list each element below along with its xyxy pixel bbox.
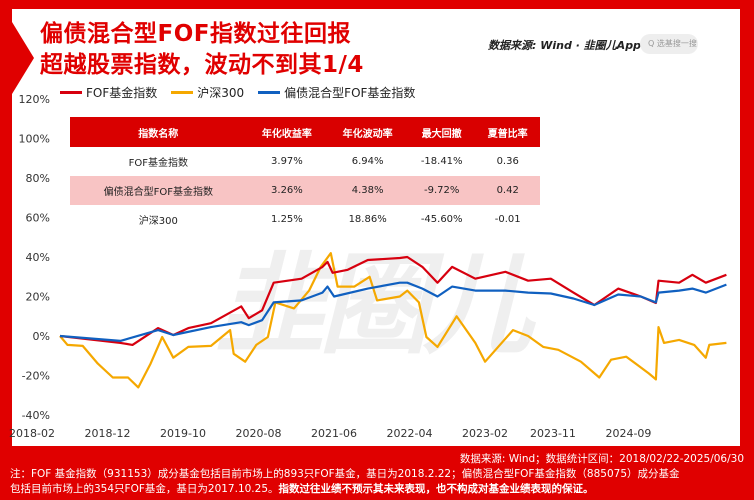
source-brand: 数据来源: Wind · 韭圈儿App — [488, 39, 641, 52]
legend-label: 偏债混合型FOF基金指数 — [284, 86, 416, 100]
page-title-line1: 偏债混合型FOF指数过往回报 — [40, 21, 351, 47]
table-header: 最大回撤 — [408, 117, 476, 147]
y-tick-label: 20% — [26, 291, 50, 304]
title-arrow-decoration — [12, 22, 34, 94]
table-cell: -18.41% — [420, 156, 463, 167]
y-tick-label: -40% — [22, 409, 50, 422]
legend-label: 沪深300 — [197, 86, 245, 100]
y-tick-label: 0% — [33, 330, 50, 343]
table-cell: FOF基金指数 — [128, 158, 188, 169]
table-header-row: 指数名称 年化收益率 年化波动率 最大回撤 夏普比率 — [70, 117, 540, 147]
legend-item-fof: FOF基金指数 — [60, 84, 157, 101]
x-tick-label: 2020-08 — [236, 427, 282, 440]
footer-note-2: 包括目前市场上的354只FOF基金，基日为2017.10.25。指数过往业绩不预… — [10, 482, 744, 497]
table-cell: 6.94% — [351, 156, 384, 167]
legend-label: FOF基金指数 — [86, 86, 158, 100]
x-tick-label: 2022-04 — [387, 427, 433, 440]
y-tick-label: 120% — [19, 93, 50, 106]
x-tick-label: 2023-11 — [530, 427, 576, 440]
table-cell: 3.26% — [246, 176, 328, 205]
table-cell: 1.25% — [271, 214, 303, 225]
y-tick-label: -20% — [22, 370, 50, 383]
legend-item-hs300: 沪深300 — [171, 84, 244, 101]
search-input[interactable]: Q 选基搜一搜 — [640, 34, 698, 54]
y-tick-label: 80% — [26, 172, 50, 185]
table-header: 年化收益率 — [246, 117, 328, 147]
table-row-highlighted: 偏债混合型FOF基金指数 3.26% 4.38% -9.72% 0.42 — [70, 176, 540, 205]
table-cell: 3.97% — [271, 156, 303, 167]
x-tick-label: 2021-06 — [311, 427, 357, 440]
series-line-2 — [59, 281, 727, 342]
table-cell: -45.60% — [420, 214, 463, 225]
table-row: 沪深300 1.25% 18.86% -45.60% -0.01 — [70, 205, 540, 234]
chart-legend: FOF基金指数 沪深300 偏债混合型FOF基金指数 — [60, 84, 415, 101]
y-tick-label: 60% — [26, 212, 50, 225]
table-header: 年化波动率 — [327, 117, 408, 147]
footer: 数据来源: Wind；数据统计区间：2018/02/22-2025/06/30 … — [10, 452, 744, 497]
table-header: 指数名称 — [70, 117, 247, 147]
legend-item-bond-fof: 偏债混合型FOF基金指数 — [258, 84, 415, 101]
x-tick-label: 2023-02 — [462, 427, 508, 440]
stats-table: 指数名称 年化收益率 年化波动率 最大回撤 夏普比率 FOF基金指数 3.97% 6… — [70, 117, 540, 234]
footer-source: 数据来源: Wind；数据统计区间：2018/02/22-2025/06/30 — [459, 453, 744, 465]
x-tick-label: 2018-12 — [85, 427, 131, 440]
y-tick-label: 40% — [26, 251, 50, 264]
footer-note-text: 包括目前市场上的354只FOF基金，基日为2017.10.25。 — [10, 483, 279, 495]
footer-note: 注：FOF 基金指数（931153）成分基金包括目前市场上的893只FOF基金，… — [10, 468, 680, 480]
series-line-1 — [59, 252, 727, 389]
table-cell: 0.36 — [496, 156, 519, 167]
x-tick-label: 2019-10 — [160, 427, 206, 440]
table-header: 夏普比率 — [475, 117, 540, 147]
x-tick-label: 2024-09 — [605, 427, 651, 440]
table-cell: 4.38% — [327, 176, 408, 205]
content-panel — [12, 9, 740, 446]
line-chart: 120% 100% 80% 60% 40% 20% 0% -20% -40% 2018-02 201… — [9, 93, 727, 440]
table-cell: 0.42 — [475, 176, 540, 205]
table-cell: 18.86% — [348, 214, 387, 225]
table-row: FOF基金指数 3.97% 6.94% -18.41% 0.36 — [70, 147, 540, 176]
x-tick-label: 2018-02 — [9, 427, 55, 440]
watermark-logo: 韭圈儿 — [215, 241, 533, 369]
table-cell: 沪深300 — [138, 216, 178, 227]
table-cell: -0.01 — [494, 214, 521, 225]
y-tick-label: 100% — [19, 133, 50, 146]
footer-disclaimer: 指数过往业绩不预示其未来表现，也不构成对基金业绩表现的保证。 — [278, 483, 594, 495]
table-cell: -9.72% — [408, 176, 476, 205]
page-title-line2: 超越股票指数，波动不到其1/4 — [40, 52, 364, 78]
table-cell: 偏债混合型FOF基金指数 — [70, 176, 247, 205]
